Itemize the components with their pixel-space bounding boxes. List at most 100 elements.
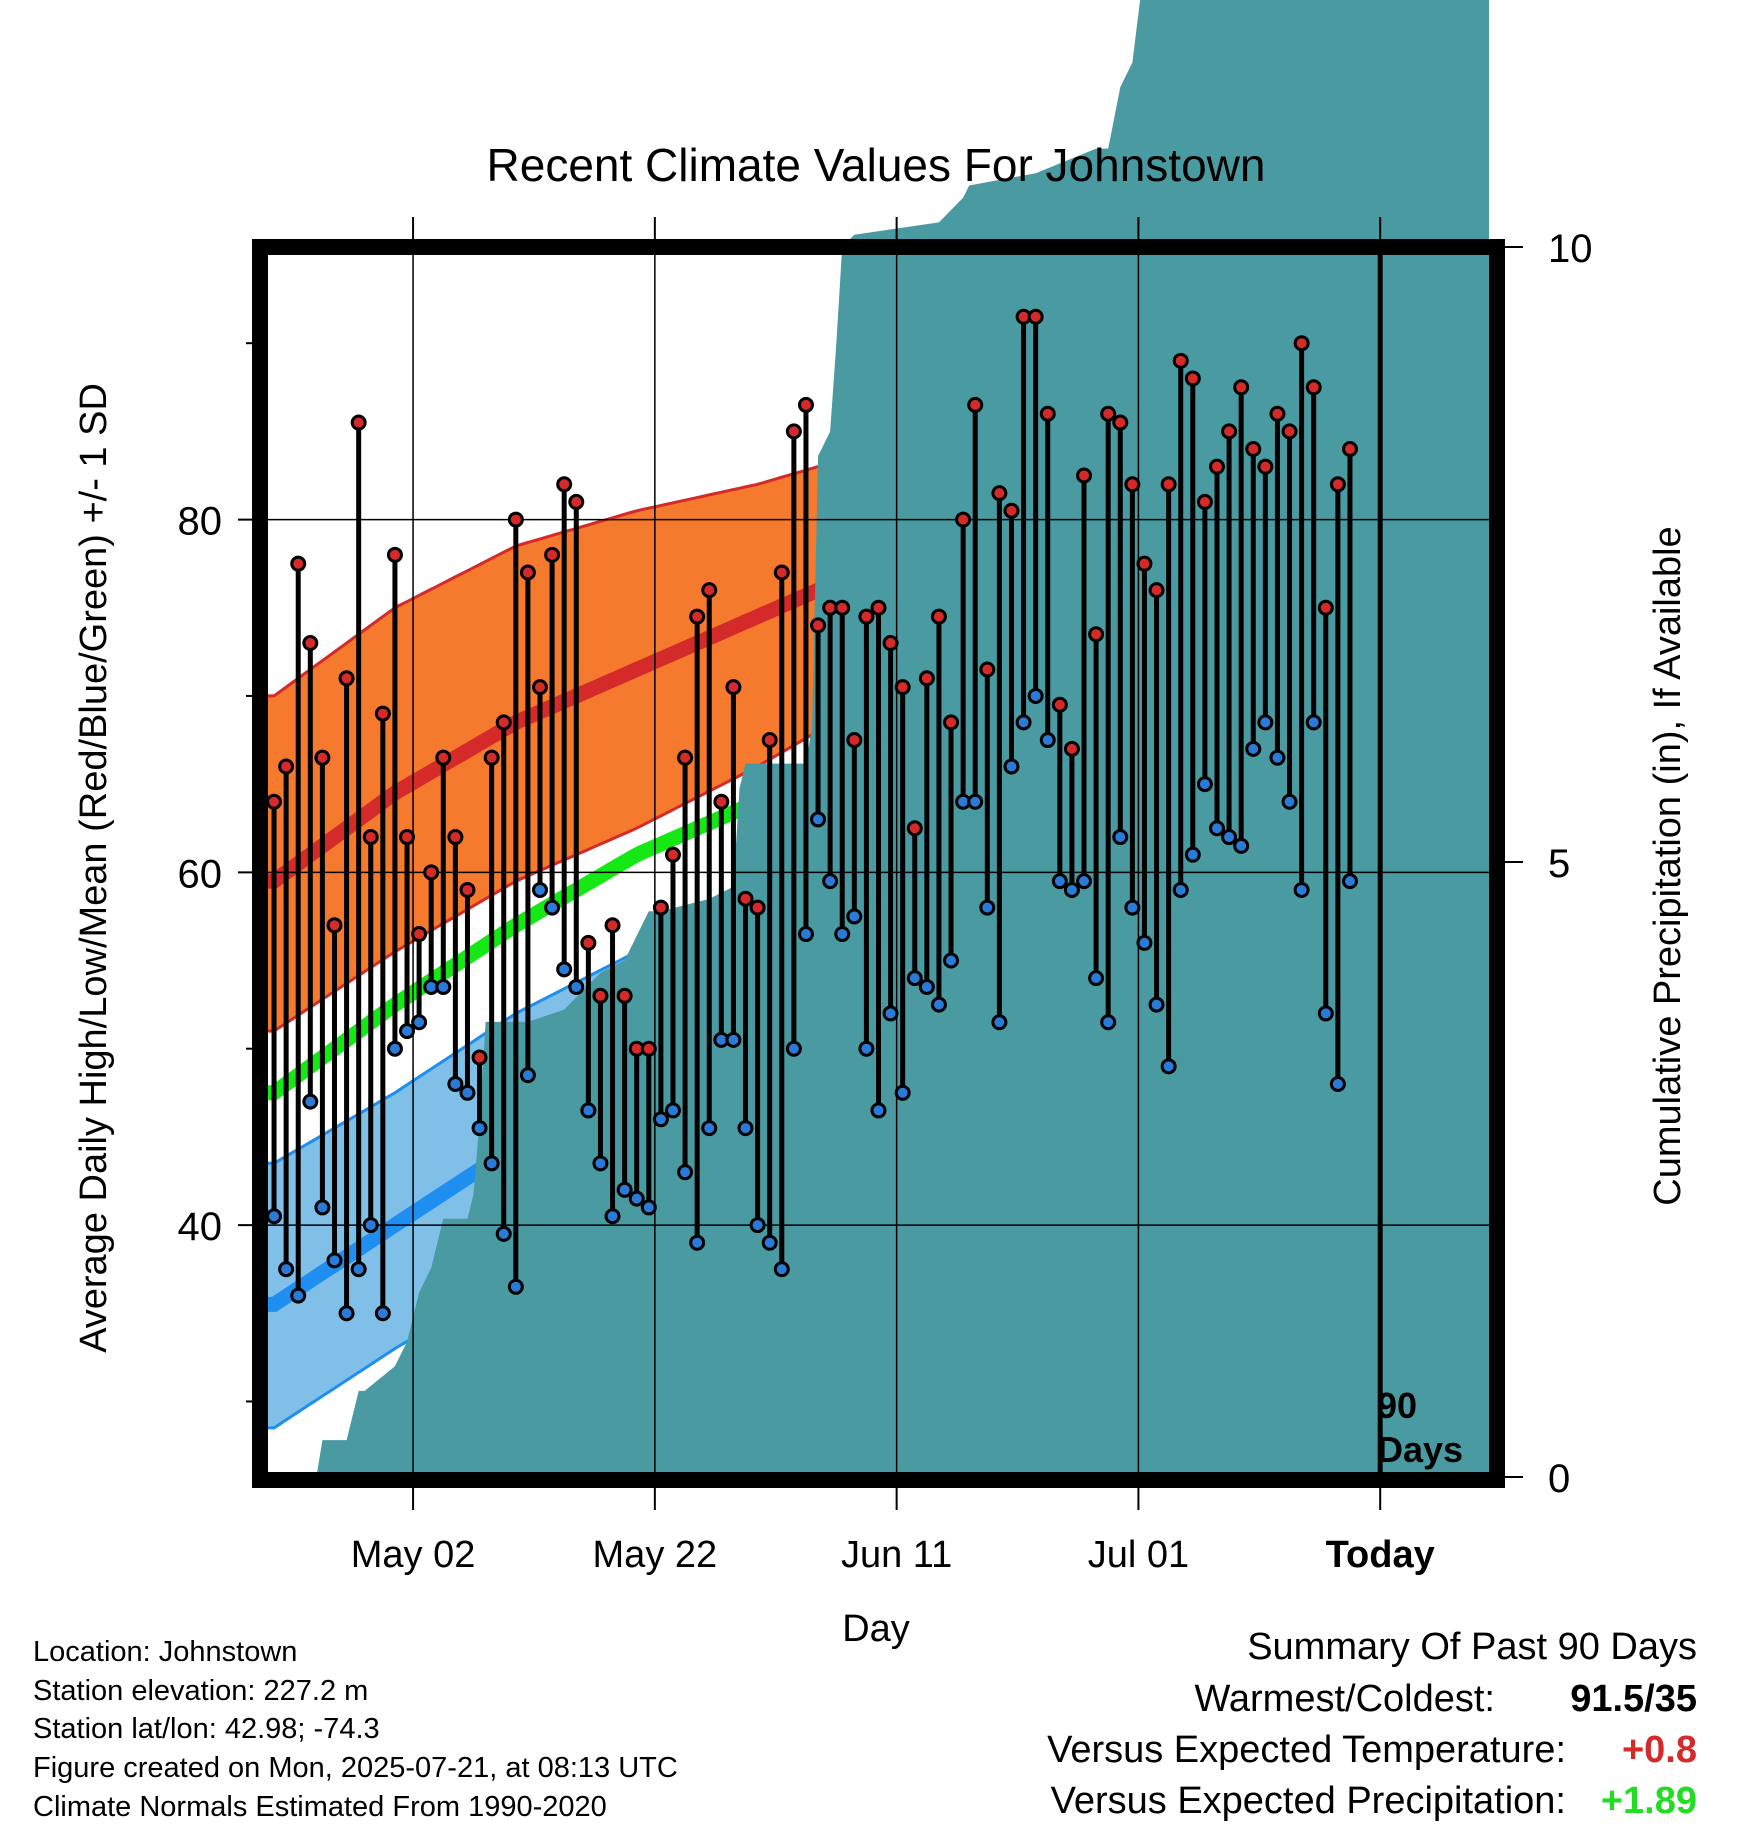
daily-high-point: [580, 934, 597, 951]
daily-low-point: [1148, 996, 1165, 1013]
daily-low-point: [761, 1234, 778, 1251]
plot-frame: [252, 239, 1505, 1488]
daily-low-point: [507, 1278, 524, 1295]
x-axis-label: Day: [842, 1608, 910, 1650]
daily-high-point: [350, 414, 367, 431]
daily-high-point: [1221, 423, 1238, 440]
daily-low-point: [822, 873, 839, 890]
daily-low-point: [1221, 829, 1238, 846]
daily-high-point: [882, 635, 899, 652]
daily-low-point: [701, 1120, 718, 1137]
daily-high-point: [1160, 476, 1177, 493]
daily-low-point: [616, 1181, 633, 1198]
daily-high-point: [991, 485, 1008, 502]
daily-high-point: [894, 679, 911, 696]
today-days-number: 90: [1377, 1385, 1417, 1426]
x-tick-label: May 02: [351, 1534, 476, 1576]
chart-title: Recent Climate Values For Johnstown: [487, 139, 1266, 191]
daily-high-point: [1196, 493, 1213, 510]
daily-high-point: [1329, 476, 1346, 493]
daily-high-point: [943, 714, 960, 731]
daily-high-point: [1027, 308, 1044, 325]
y-right-tick-label: 0: [1548, 1457, 1570, 1501]
summary-temp-value: +0.8: [1622, 1729, 1697, 1771]
daily-low-point: [882, 1005, 899, 1022]
daily-low-point: [1136, 934, 1153, 951]
daily-low-point: [1172, 881, 1189, 898]
daily-high-point: [447, 829, 464, 846]
daily-low-point: [1088, 970, 1105, 987]
daily-high-point: [737, 890, 754, 907]
daily-low-point: [1184, 846, 1201, 863]
y-right-tick-label: 5: [1548, 842, 1570, 886]
daily-low-point: [580, 1102, 597, 1119]
daily-high-point: [918, 670, 935, 687]
daily-high-point: [1305, 379, 1322, 396]
daily-high-point: [1051, 696, 1068, 713]
daily-high-point: [640, 1040, 657, 1057]
daily-low-point: [1160, 1058, 1177, 1075]
daily-high-point: [1003, 502, 1020, 519]
daily-high-point: [544, 546, 561, 563]
daily-low-point: [302, 1093, 319, 1110]
daily-low-point: [725, 1031, 742, 1048]
daily-high-point: [326, 917, 343, 934]
y-axis-right-label: Cumulative Precipitation (in), If Availa…: [1647, 526, 1689, 1205]
daily-low-point: [689, 1234, 706, 1251]
daily-high-point: [1208, 458, 1225, 475]
daily-high-point: [979, 661, 996, 678]
daily-low-point: [1269, 749, 1286, 766]
daily-high-point: [1317, 599, 1334, 616]
daily-low-point: [1112, 829, 1129, 846]
daily-low-point: [943, 952, 960, 969]
daily-high-point: [616, 987, 633, 1004]
daily-low-point: [266, 1208, 283, 1225]
daily-low-point: [846, 908, 863, 925]
daily-low-point: [797, 926, 814, 943]
daily-high-point: [689, 608, 706, 625]
daily-low-point: [834, 926, 851, 943]
precip-area-layer: [274, 0, 1489, 1477]
daily-high-point: [701, 582, 718, 599]
daily-low-point: [447, 1075, 464, 1092]
daily-low-point: [1039, 732, 1056, 749]
daily-low-point: [810, 811, 827, 828]
daily-low-point: [1208, 820, 1225, 837]
daily-high-point: [1269, 405, 1286, 422]
daily-low-point: [918, 978, 935, 995]
daily-low-point: [532, 881, 549, 898]
daily-high-point: [1341, 441, 1358, 458]
daily-high-point: [1257, 458, 1274, 475]
daily-high-point: [785, 423, 802, 440]
daily-high-point: [423, 864, 440, 881]
x-tick-label: May 22: [593, 1534, 718, 1576]
daily-low-point: [1015, 714, 1032, 731]
daily-high-point: [1124, 476, 1141, 493]
daily-stems-layer: [271, 316, 1353, 1314]
today-days-word: Days: [1377, 1429, 1463, 1470]
daily-low-point: [979, 899, 996, 916]
daily-high-point: [870, 599, 887, 616]
footer-latlon: Station lat/lon: 42.98; -74.3: [33, 1713, 380, 1745]
daily-high-point: [1293, 335, 1310, 352]
daily-high-point: [459, 881, 476, 898]
x-tick-label: Jul 01: [1088, 1534, 1189, 1576]
daily-high-point: [532, 679, 549, 696]
daily-high-point: [338, 670, 355, 687]
daily-high-point: [906, 820, 923, 837]
daily-low-point: [290, 1287, 307, 1304]
daily-high-point: [858, 608, 875, 625]
summary-precip-label: Versus Expected Precipitation:: [1051, 1780, 1566, 1822]
daily-low-point: [906, 970, 923, 987]
frame-layer: [252, 239, 1505, 1488]
daily-high-point: [1112, 414, 1129, 431]
daily-low-point: [519, 1067, 536, 1084]
daily-low-point: [604, 1208, 621, 1225]
daily-low-point: [652, 1111, 669, 1128]
daily-high-point: [556, 476, 573, 493]
daily-high-point: [773, 564, 790, 581]
daily-low-point: [1305, 714, 1322, 731]
daily-high-point: [955, 511, 972, 528]
daily-low-point: [1063, 881, 1080, 898]
